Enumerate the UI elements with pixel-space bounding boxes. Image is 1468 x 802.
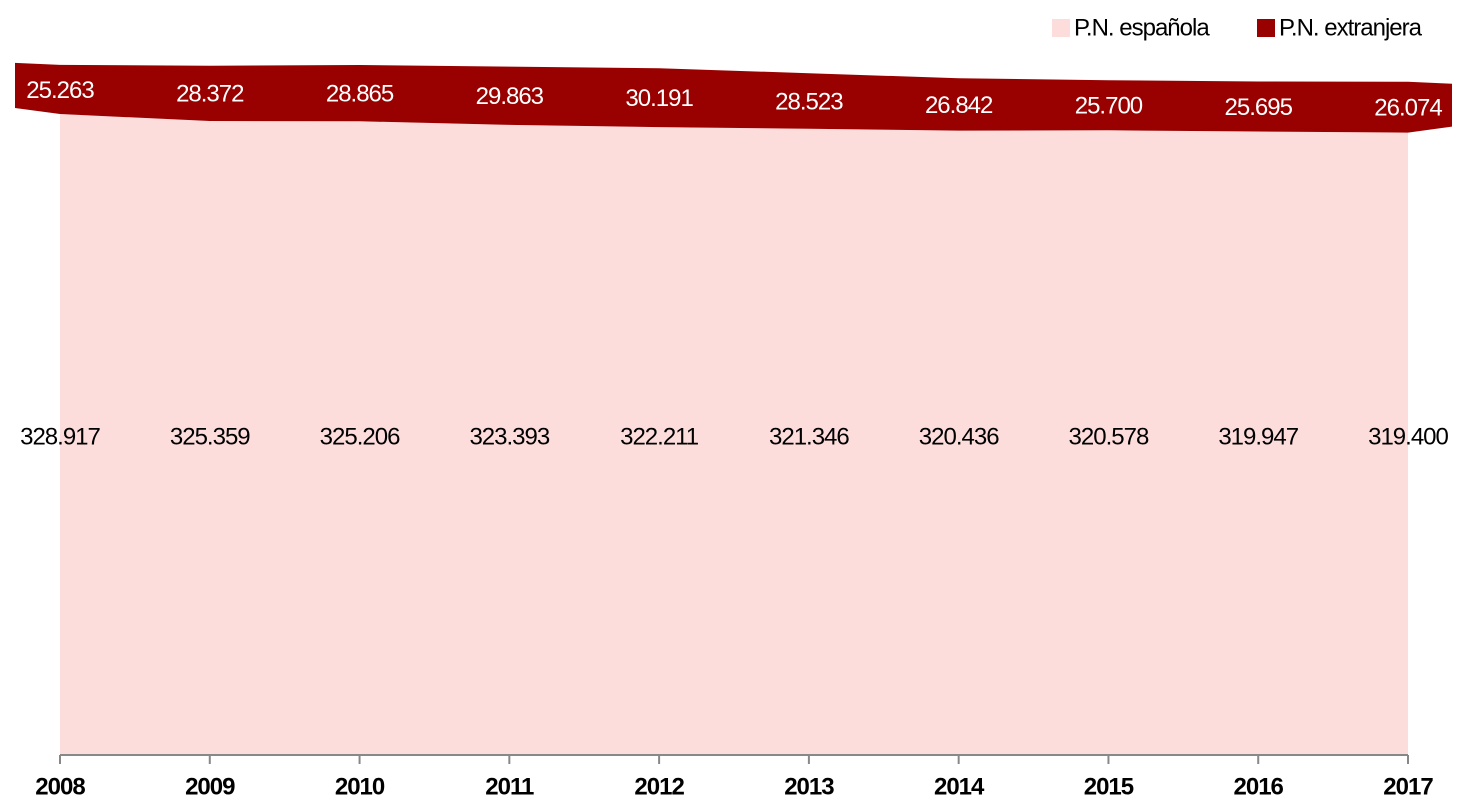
area-cap	[15, 62, 60, 115]
area	[60, 64, 1408, 133]
area	[60, 114, 1408, 755]
data-label: 320.436	[919, 423, 999, 450]
data-label: 28.372	[176, 81, 244, 108]
data-label: 25.263	[26, 77, 94, 104]
data-label: 321.346	[769, 423, 849, 450]
data-label: 25.695	[1225, 94, 1293, 121]
x-tick-label: 2015	[1084, 773, 1134, 800]
data-label: 30.191	[625, 85, 693, 112]
x-tick-label: 2010	[335, 773, 385, 800]
data-label: 328.917	[20, 423, 100, 450]
data-label: 29.863	[476, 83, 544, 110]
x-tick-label: 2013	[784, 773, 834, 800]
data-label: 325.359	[170, 423, 250, 450]
data-label: 319.947	[1218, 423, 1298, 450]
legend-swatch	[1052, 19, 1070, 37]
x-tick-label: 2009	[185, 773, 235, 800]
data-label: 25.700	[1075, 93, 1143, 120]
x-tick-label: 2014	[934, 773, 985, 800]
x-tick-label: 2016	[1234, 773, 1284, 800]
data-label: 325.206	[320, 423, 400, 450]
data-label: 26.074	[1374, 95, 1442, 122]
legend-label: P.N. extranjera	[1279, 14, 1423, 41]
x-tick-label: 2017	[1383, 773, 1433, 800]
data-label: 323.393	[469, 423, 549, 450]
legend-label: P.N. española	[1074, 14, 1210, 41]
area-cap	[1408, 81, 1452, 133]
x-tick-label: 2008	[35, 773, 85, 800]
x-tick-label: 2012	[634, 773, 684, 800]
legend-swatch	[1257, 19, 1275, 37]
data-label: 28.523	[775, 88, 843, 115]
data-label: 319.400	[1368, 423, 1448, 450]
x-tick-label: 2011	[485, 773, 534, 800]
data-label: 26.842	[925, 92, 993, 119]
data-label: 320.578	[1069, 423, 1149, 450]
data-label: 28.865	[326, 81, 394, 108]
data-label: 322.211	[620, 423, 699, 450]
